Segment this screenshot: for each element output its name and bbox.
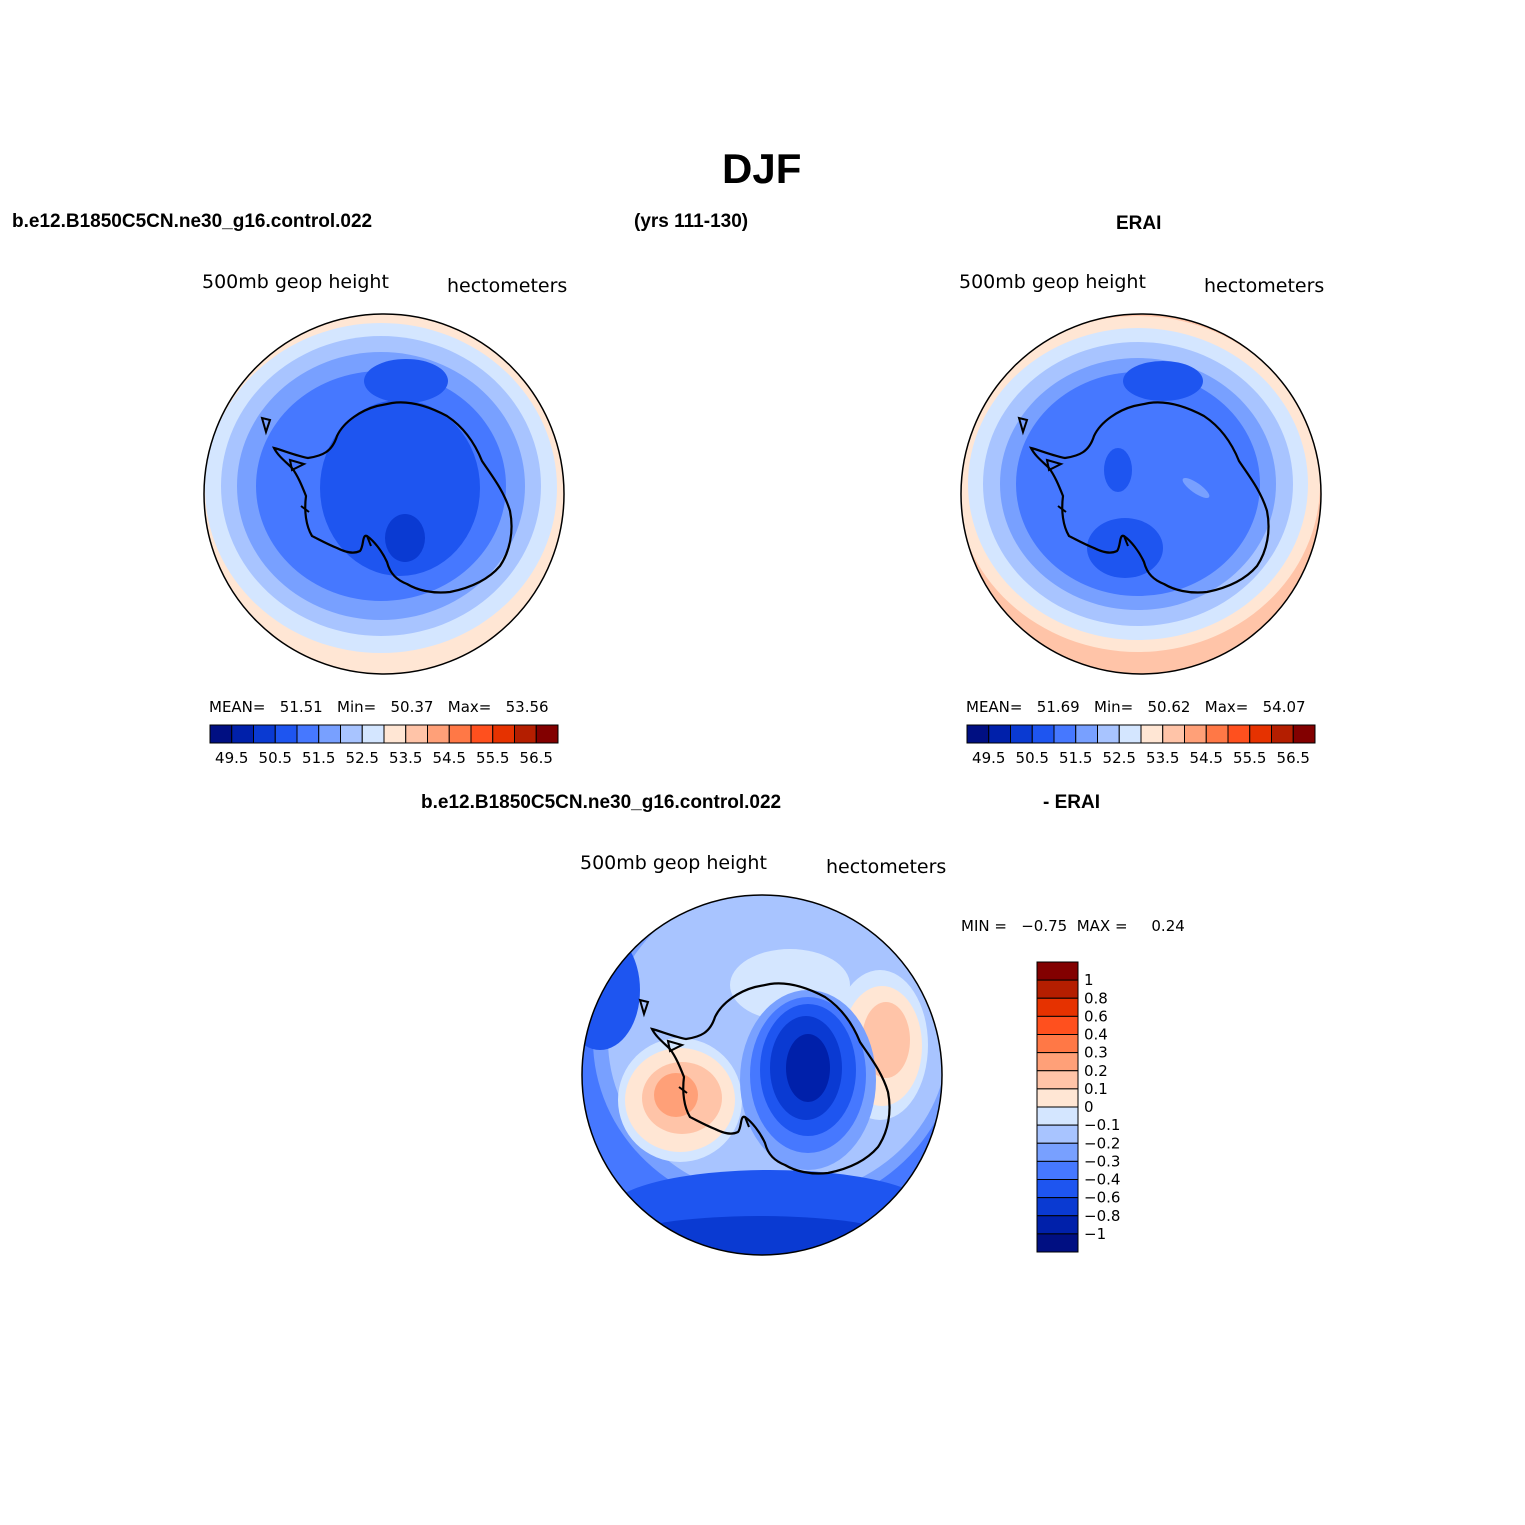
- diff-colorbar-swatch: [1036, 1160, 1079, 1180]
- diff-colorbar-swatch: [1036, 1070, 1079, 1090]
- diff-colorbar-swatch: [1036, 1124, 1079, 1144]
- diff-colorbar-tick-label: −0.8: [1084, 1207, 1120, 1225]
- colorbar-tick-label: 52.5: [346, 749, 379, 767]
- diff-colorbar-swatch: [1036, 1179, 1079, 1199]
- diff-colorbar-tick-label: 0: [1084, 1098, 1094, 1116]
- diff-colorbar-tick-label: 0.6: [1084, 1007, 1108, 1025]
- colorbar-tick-label: 49.5: [215, 749, 248, 767]
- obs-variable-label: 500mb geop height: [959, 271, 1146, 293]
- diff-colorbar-tick-label: 0.1: [1084, 1080, 1108, 1098]
- colorbar-tick-label: 52.5: [1103, 749, 1136, 767]
- diff-colorbar-swatch: [1036, 1088, 1079, 1108]
- page-title: DJF: [722, 145, 802, 192]
- colorbar-tick-label: 49.5: [972, 749, 1005, 767]
- diff-colorbar-tick-label: −1: [1084, 1225, 1106, 1243]
- colorbar-tick-label: 54.5: [1190, 749, 1223, 767]
- diff-colorbar-tick-label: −0.6: [1084, 1189, 1120, 1207]
- diff-colorbar-tick-label: −0.3: [1084, 1152, 1120, 1170]
- diff-colorbar-swatch: [1036, 1106, 1079, 1126]
- colorbar-tick-label: 55.5: [1233, 749, 1266, 767]
- diff-colorbar-tick-label: −0.4: [1084, 1171, 1120, 1189]
- bottom-minus-title: - ERAI: [1043, 792, 1100, 813]
- diff-units-label: hectometers: [826, 856, 947, 878]
- colorbar-swatch: [1292, 724, 1316, 744]
- obs-units-label: hectometers: [1204, 275, 1325, 297]
- diff-colorbar-swatch: [1036, 961, 1079, 981]
- bottom-case-title: b.e12.B1850C5CN.ne30_g16.control.022: [421, 792, 782, 813]
- colorbar-tick-label: 55.5: [476, 749, 509, 767]
- colorbar-tick-label: 54.5: [433, 749, 466, 767]
- colorbar-tick-label: 56.5: [520, 749, 553, 767]
- diff-colorbar-tick-label: 0.8: [1084, 989, 1108, 1007]
- diff-variable-label: 500mb geop height: [580, 852, 767, 874]
- diff-colorbar-swatch: [1036, 1197, 1079, 1217]
- colorbar-swatch: [535, 724, 559, 744]
- diff-colorbar-swatch: [1036, 1052, 1079, 1072]
- colorbar-tick-label: 53.5: [389, 749, 422, 767]
- colorbar-tick-label: 50.5: [259, 749, 292, 767]
- diff-colorbar-swatch: [1036, 1215, 1079, 1235]
- diff-colorbar-swatch: [1036, 1034, 1079, 1054]
- top-right-case-title: ERAI: [1116, 213, 1162, 234]
- obs-stats: MEAN= 51.69 Min= 50.62 Max= 54.07: [966, 698, 1306, 716]
- colorbar-tick-label: 51.5: [1059, 749, 1092, 767]
- diff-colorbar-tick-label: 0.3: [1084, 1044, 1108, 1062]
- top-left-years: (yrs 111-130): [634, 211, 749, 232]
- diff-colorbar-swatch: [1036, 997, 1079, 1017]
- colorbar-tick-label: 51.5: [302, 749, 335, 767]
- diff-colorbar-tick-label: −0.1: [1084, 1116, 1120, 1134]
- model-stats: MEAN= 51.51 Min= 50.37 Max= 53.56: [209, 698, 549, 716]
- diff-colorbar-tick-label: 0.4: [1084, 1026, 1108, 1044]
- diff-colorbar-swatch: [1036, 1015, 1079, 1035]
- diff-colorbar-swatch: [1036, 1142, 1079, 1162]
- top-left-case-title: b.e12.B1850C5CN.ne30_g16.control.022: [12, 211, 373, 232]
- diff-stats: MIN = −0.75 MAX = 0.24: [961, 917, 1185, 935]
- model-variable-label: 500mb geop height: [202, 271, 389, 293]
- colorbar-tick-label: 50.5: [1016, 749, 1049, 767]
- diff-colorbar-tick-label: −0.2: [1084, 1134, 1120, 1152]
- diff-colorbar-tick-label: 1: [1084, 971, 1094, 989]
- diff-colorbar-swatch: [1036, 1233, 1079, 1253]
- diff-colorbar-tick-label: 0.2: [1084, 1062, 1108, 1080]
- diff-colorbar-swatch: [1036, 979, 1079, 999]
- colorbar-tick-label: 53.5: [1146, 749, 1179, 767]
- colorbar-tick-label: 56.5: [1277, 749, 1310, 767]
- model-units-label: hectometers: [447, 275, 568, 297]
